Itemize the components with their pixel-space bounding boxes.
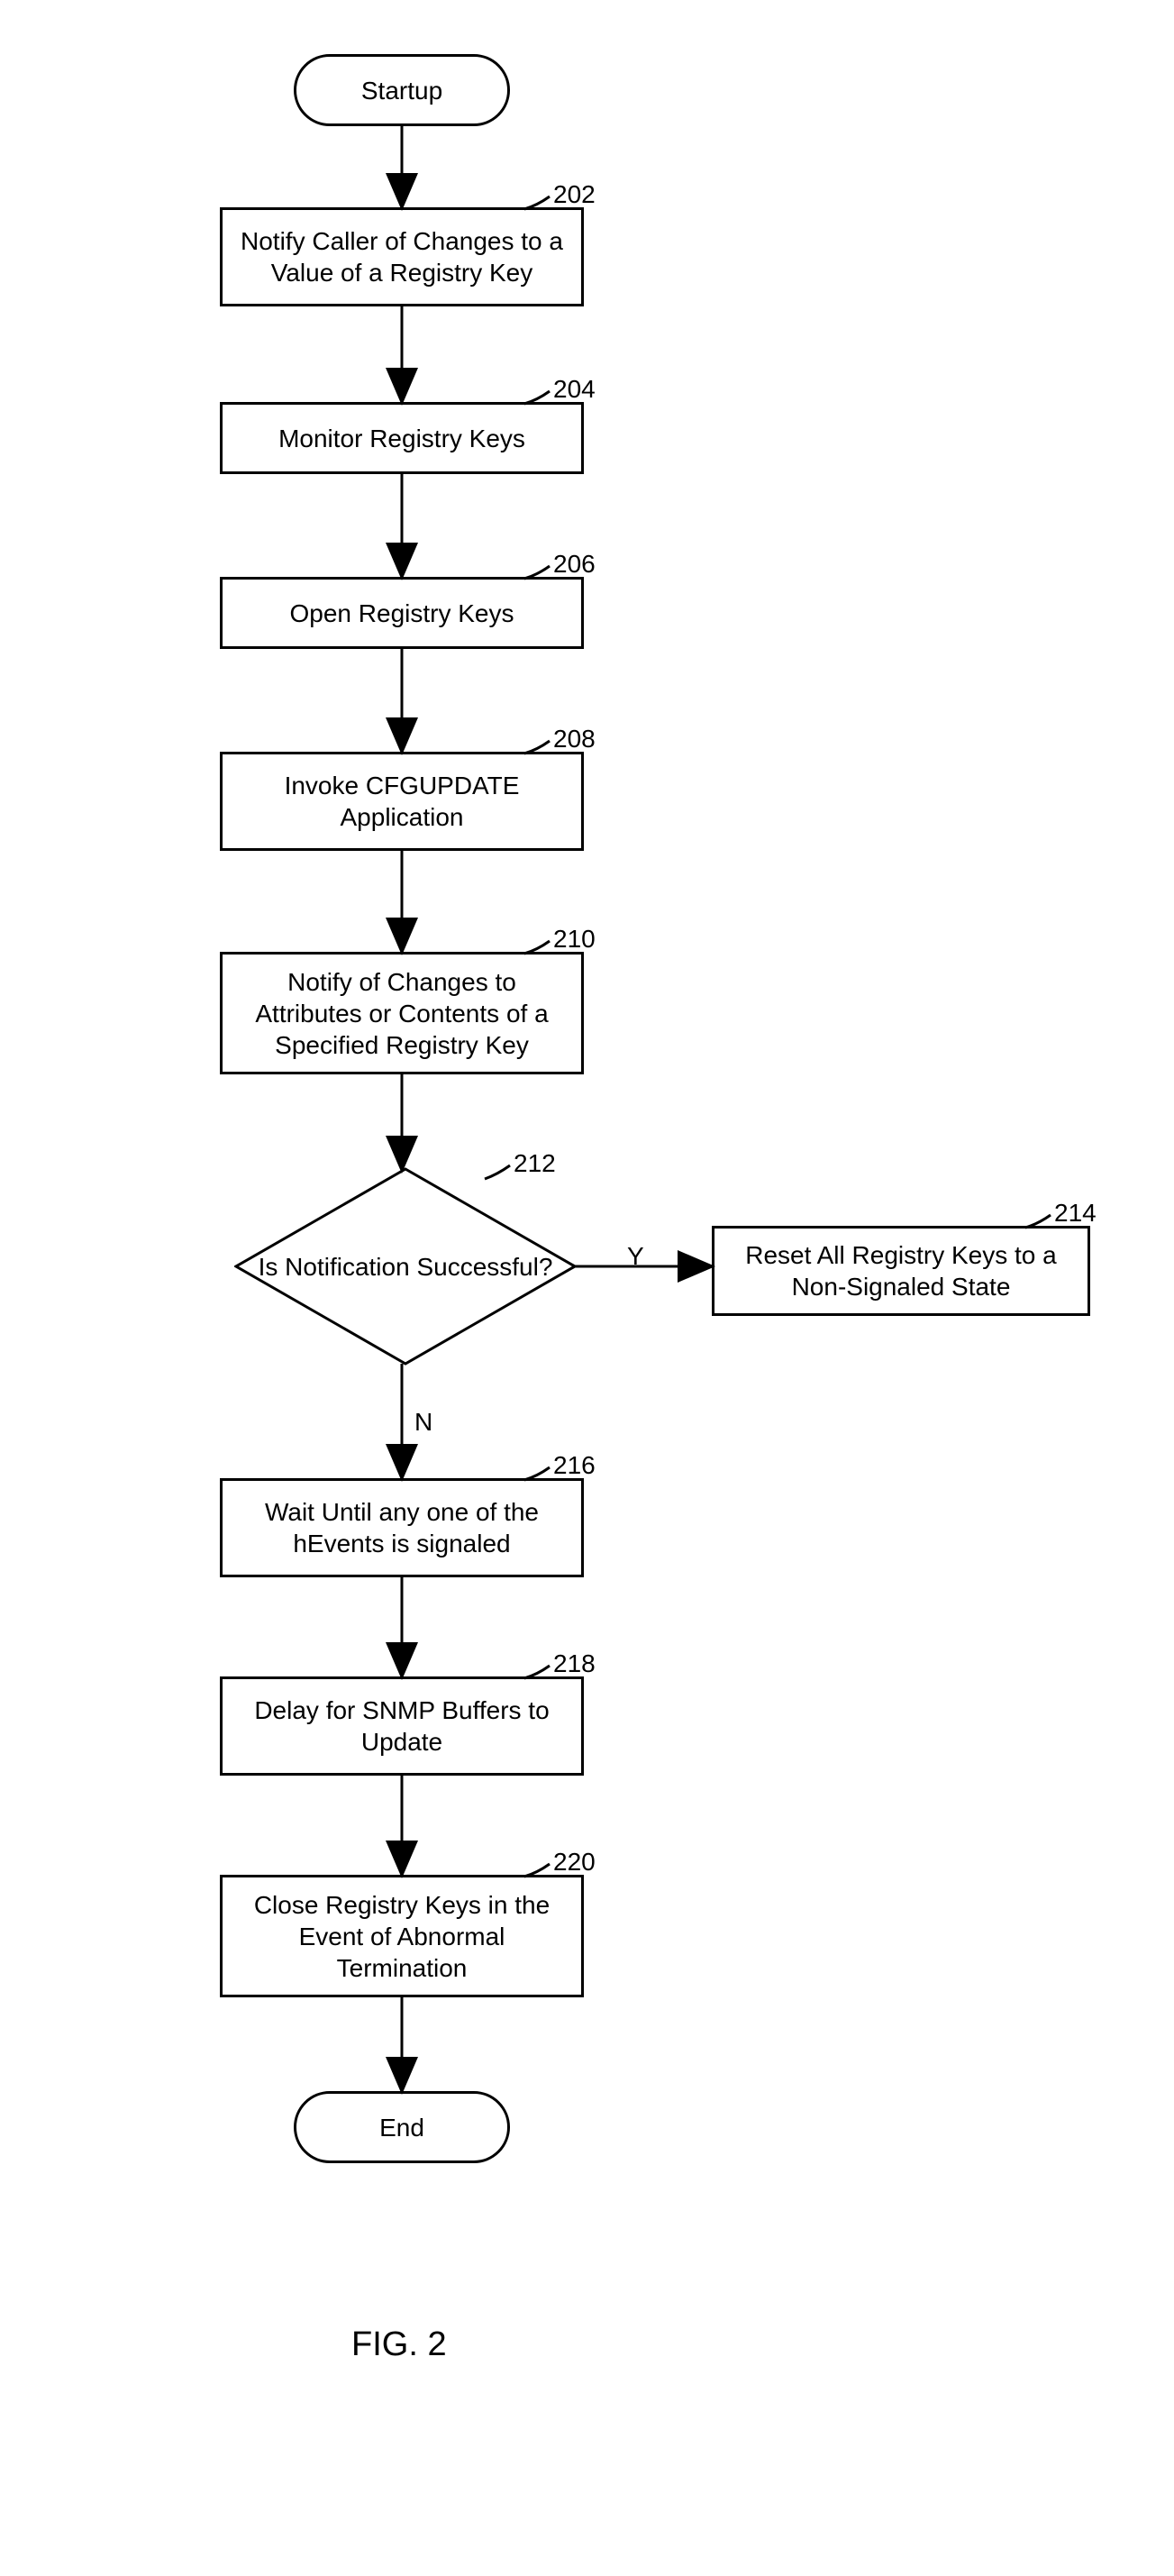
- end-node: End: [294, 2091, 510, 2163]
- node-206: Open Registry Keys: [220, 577, 584, 649]
- node-218: Delay for SNMP Buffers to Update: [220, 1676, 584, 1776]
- tag-204: 204: [553, 375, 596, 404]
- tag-218: 218: [553, 1649, 596, 1678]
- node-208: Invoke CFGUPDATE Application: [220, 752, 584, 851]
- node-214-text: Reset All Registry Keys to a Non-Signale…: [727, 1239, 1075, 1302]
- node-204-text: Monitor Registry Keys: [278, 423, 525, 454]
- node-214: Reset All Registry Keys to a Non-Signale…: [712, 1226, 1090, 1316]
- node-216: Wait Until any one of the hEvents is sig…: [220, 1478, 584, 1577]
- node-208-text: Invoke CFGUPDATE Application: [235, 770, 569, 833]
- node-210: Notify of Changes to Attributes or Conte…: [220, 952, 584, 1074]
- node-218-text: Delay for SNMP Buffers to Update: [235, 1694, 569, 1758]
- node-210-text: Notify of Changes to Attributes or Conte…: [235, 966, 569, 1061]
- node-202-text: Notify Caller of Changes to a Value of a…: [235, 225, 569, 288]
- tag-214: 214: [1054, 1199, 1097, 1228]
- tag-208: 208: [553, 725, 596, 754]
- decision-212: Is Notification Successful?: [234, 1167, 577, 1366]
- edge-label-n: N: [414, 1408, 432, 1437]
- node-202: Notify Caller of Changes to a Value of a…: [220, 207, 584, 306]
- tag-220: 220: [553, 1848, 596, 1877]
- tag-212: 212: [514, 1149, 556, 1178]
- node-220-text: Close Registry Keys in the Event of Abno…: [235, 1889, 569, 1984]
- node-216-text: Wait Until any one of the hEvents is sig…: [235, 1496, 569, 1559]
- startup-node: Startup: [294, 54, 510, 126]
- edge-label-y: Y: [627, 1242, 644, 1271]
- tag-210: 210: [553, 925, 596, 954]
- tag-216: 216: [553, 1451, 596, 1480]
- tag-202: 202: [553, 180, 596, 209]
- tag-206: 206: [553, 550, 596, 579]
- figure-label: FIG. 2: [351, 2325, 447, 2364]
- startup-text: Startup: [361, 75, 442, 106]
- decision-212-text: Is Notification Successful?: [259, 1251, 553, 1283]
- end-text: End: [379, 2112, 424, 2143]
- node-206-text: Open Registry Keys: [290, 598, 514, 629]
- node-204: Monitor Registry Keys: [220, 402, 584, 474]
- node-220: Close Registry Keys in the Event of Abno…: [220, 1875, 584, 1997]
